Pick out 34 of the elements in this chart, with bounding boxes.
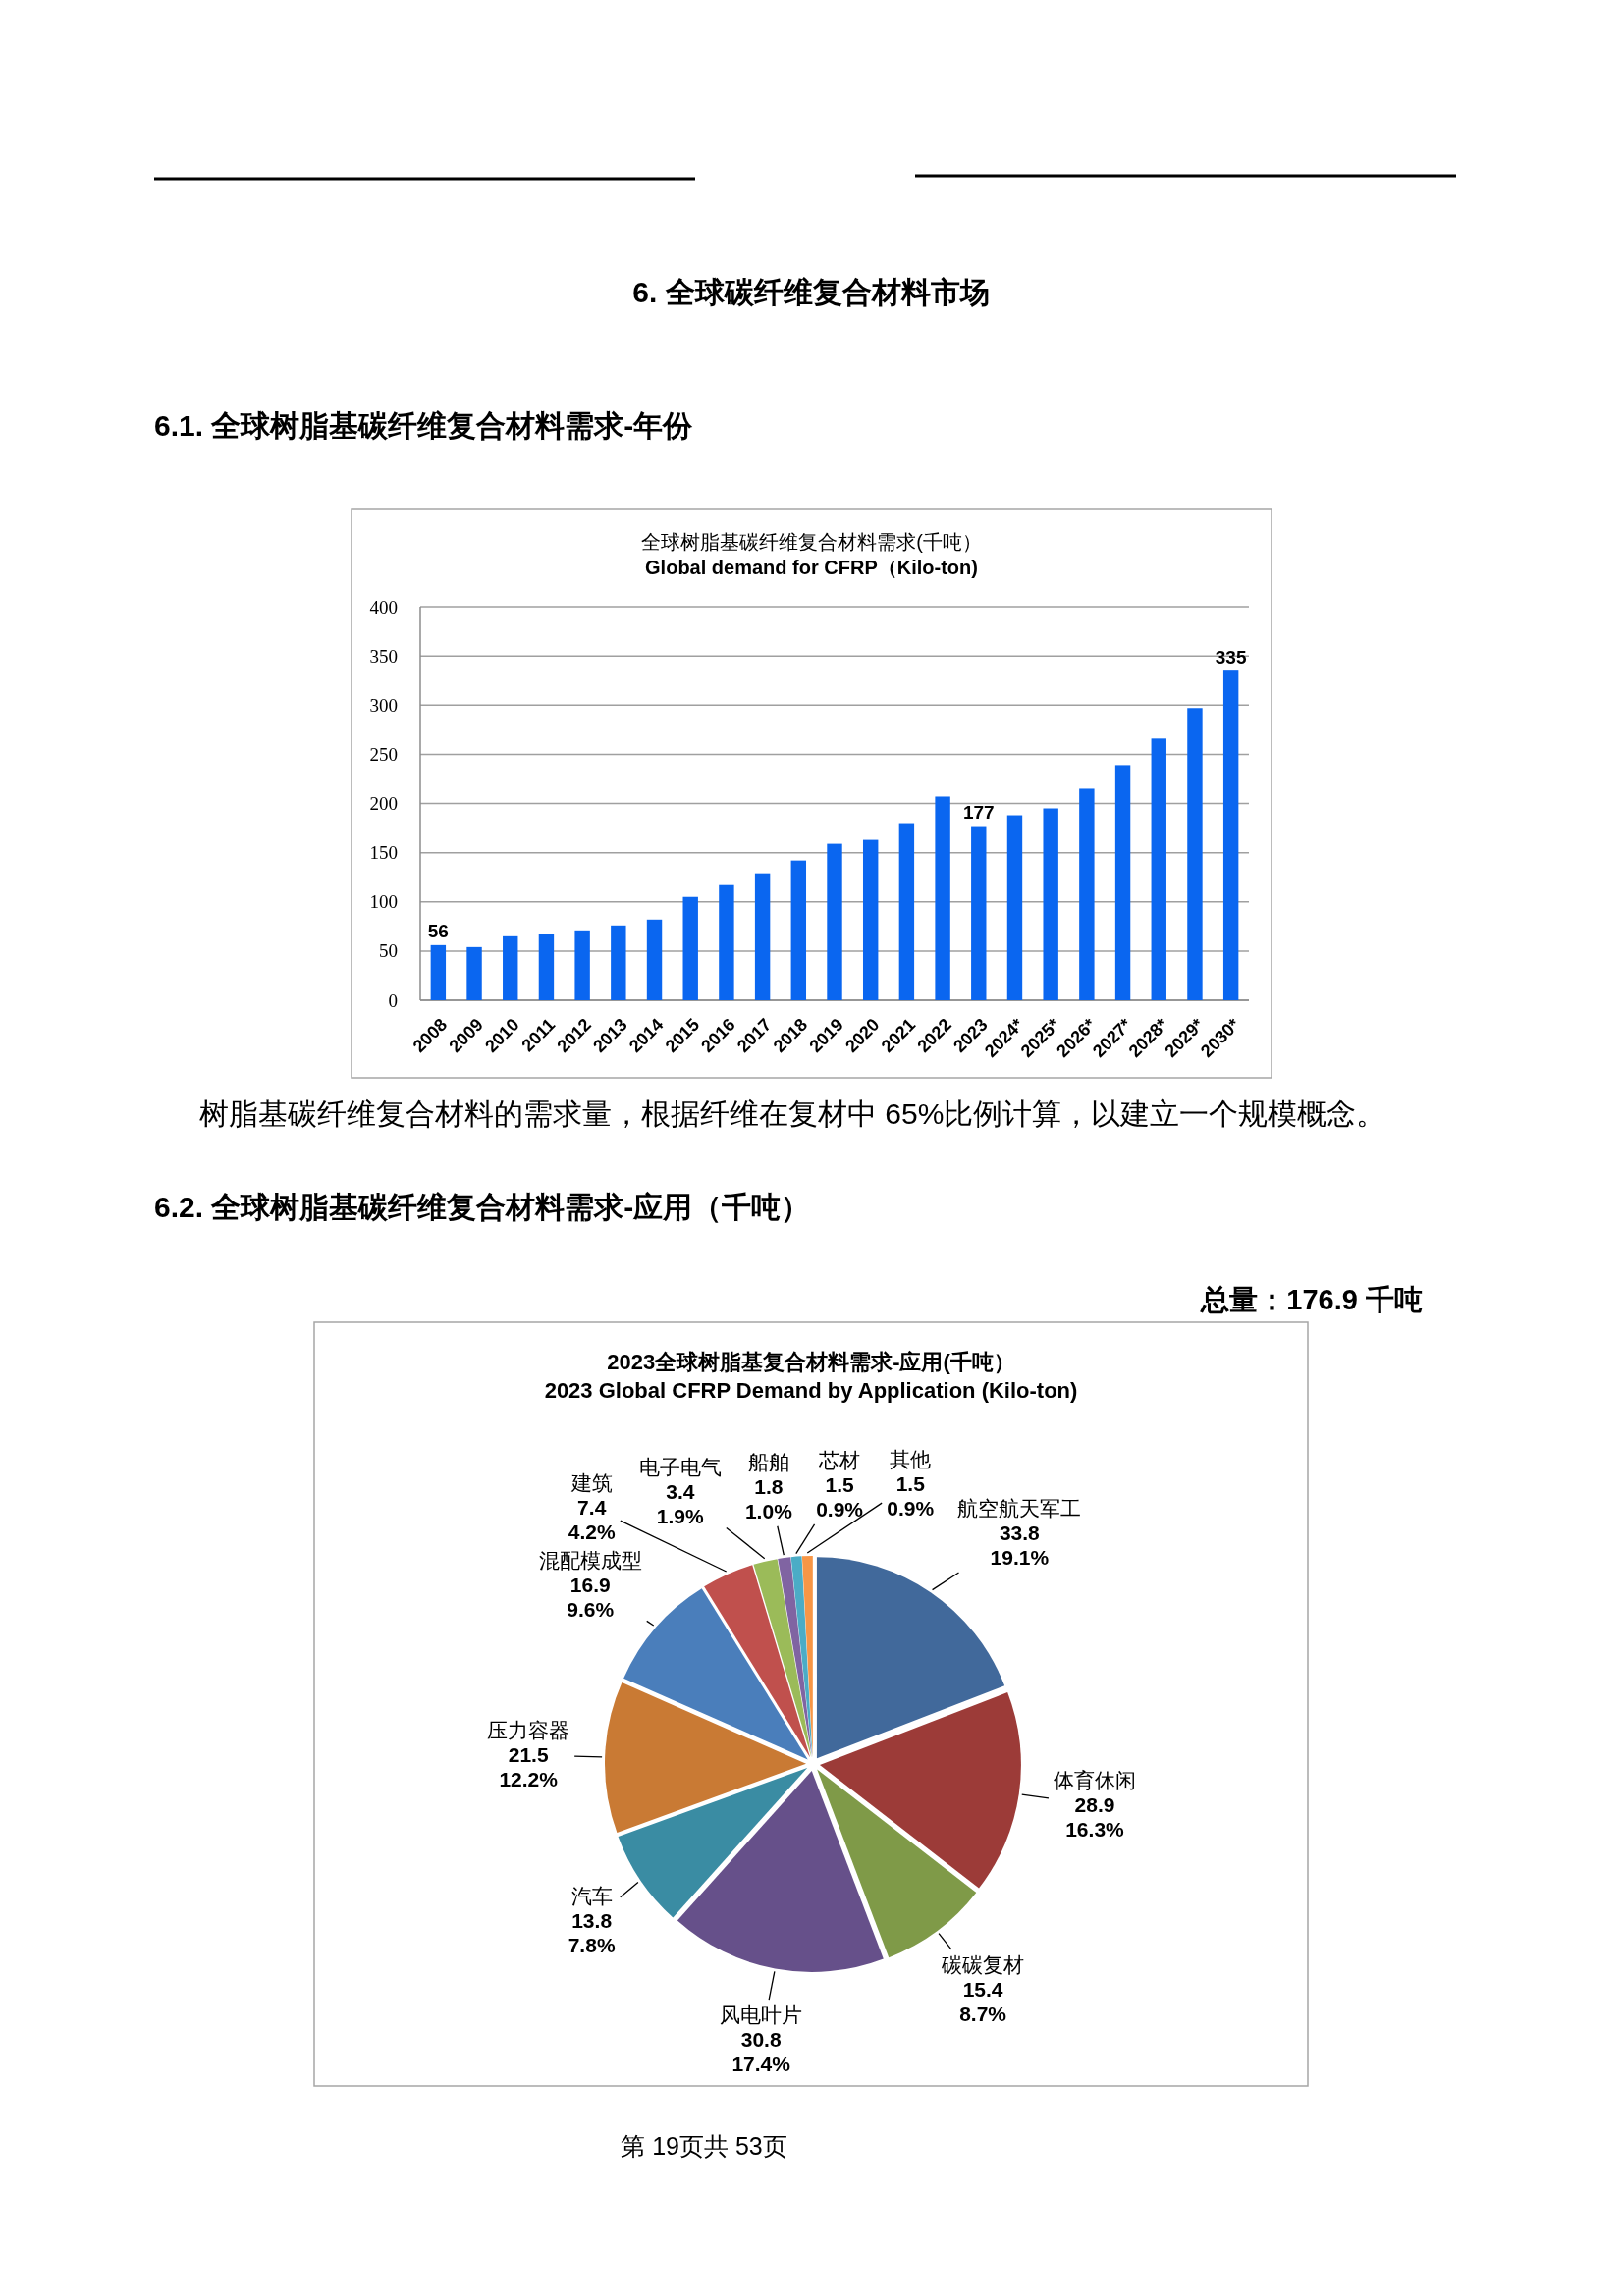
y-tick-label: 100: [369, 891, 398, 913]
data-label: 建筑 7.4 4.2%: [568, 1470, 616, 1543]
annotation: 总量：176.9 千吨: [1201, 1284, 1423, 1315]
subtitle: 2023 Global CFRP Demand by Application (Kilo-ton): [544, 1377, 1078, 1403]
data-label: 体育休闲 28.9 16.3%: [1053, 1768, 1136, 1841]
y-tick-label: 150: [369, 842, 398, 864]
data-label: 压力容器 21.5 12.2%: [487, 1719, 570, 1791]
y-tick-label: 250: [369, 743, 398, 765]
data-label: 航空航天军工 33.8 19.1%: [957, 1497, 1082, 1569]
annotation: 6. 全球碳纤维复合材料市场: [632, 275, 990, 308]
annotation: 6.2. 全球树脂基碳纤维复合材料需求-应用（千吨）: [154, 1190, 811, 1223]
data-label: 335: [1215, 646, 1247, 667]
title: 2023全球树脂基复合材料需求-应用(千吨）: [607, 1349, 1015, 1374]
y-tick-label: 300: [369, 694, 398, 716]
data-label: 其他 1.5 0.9%: [887, 1448, 935, 1521]
data-label: 碳碳复材 15.4 8.7%: [942, 1952, 1025, 2025]
data-label: 电子电气 3.4 1.9%: [638, 1455, 722, 1527]
annotation: 第 19页共 53页: [621, 2132, 787, 2160]
y-tick-label: 0: [388, 989, 398, 1011]
annotation: 树脂基碳纤维复合材料的需求量，根据纤维在复材中 65%比例计算，以建立一个规模概念。: [199, 1096, 1386, 1130]
data-label: 汽车 13.8 7.8%: [568, 1885, 616, 1957]
title: 全球树脂基碳纤维复合材料需求(千吨）: [641, 531, 982, 553]
data-label: 混配模成型 16.9 9.6%: [538, 1548, 642, 1621]
data-label: 船舶 1.8 1.0%: [744, 1450, 792, 1522]
subtitle: Global demand for CFRP（Kilo-ton): [645, 557, 978, 578]
data-label: 风电叶片 30.8 17.4%: [720, 2003, 803, 2076]
y-tick-label: 400: [369, 596, 398, 617]
y-tick-label: 50: [379, 940, 398, 962]
y-tick-label: 350: [369, 645, 398, 667]
data-label: 芯材 1.5 0.9%: [816, 1448, 863, 1521]
data-label: 56: [427, 921, 449, 942]
annotation: 6.1. 全球树脂基碳纤维复合材料需求-年份: [154, 408, 693, 442]
y-tick-label: 200: [369, 793, 398, 814]
data-label: 177: [962, 802, 995, 824]
